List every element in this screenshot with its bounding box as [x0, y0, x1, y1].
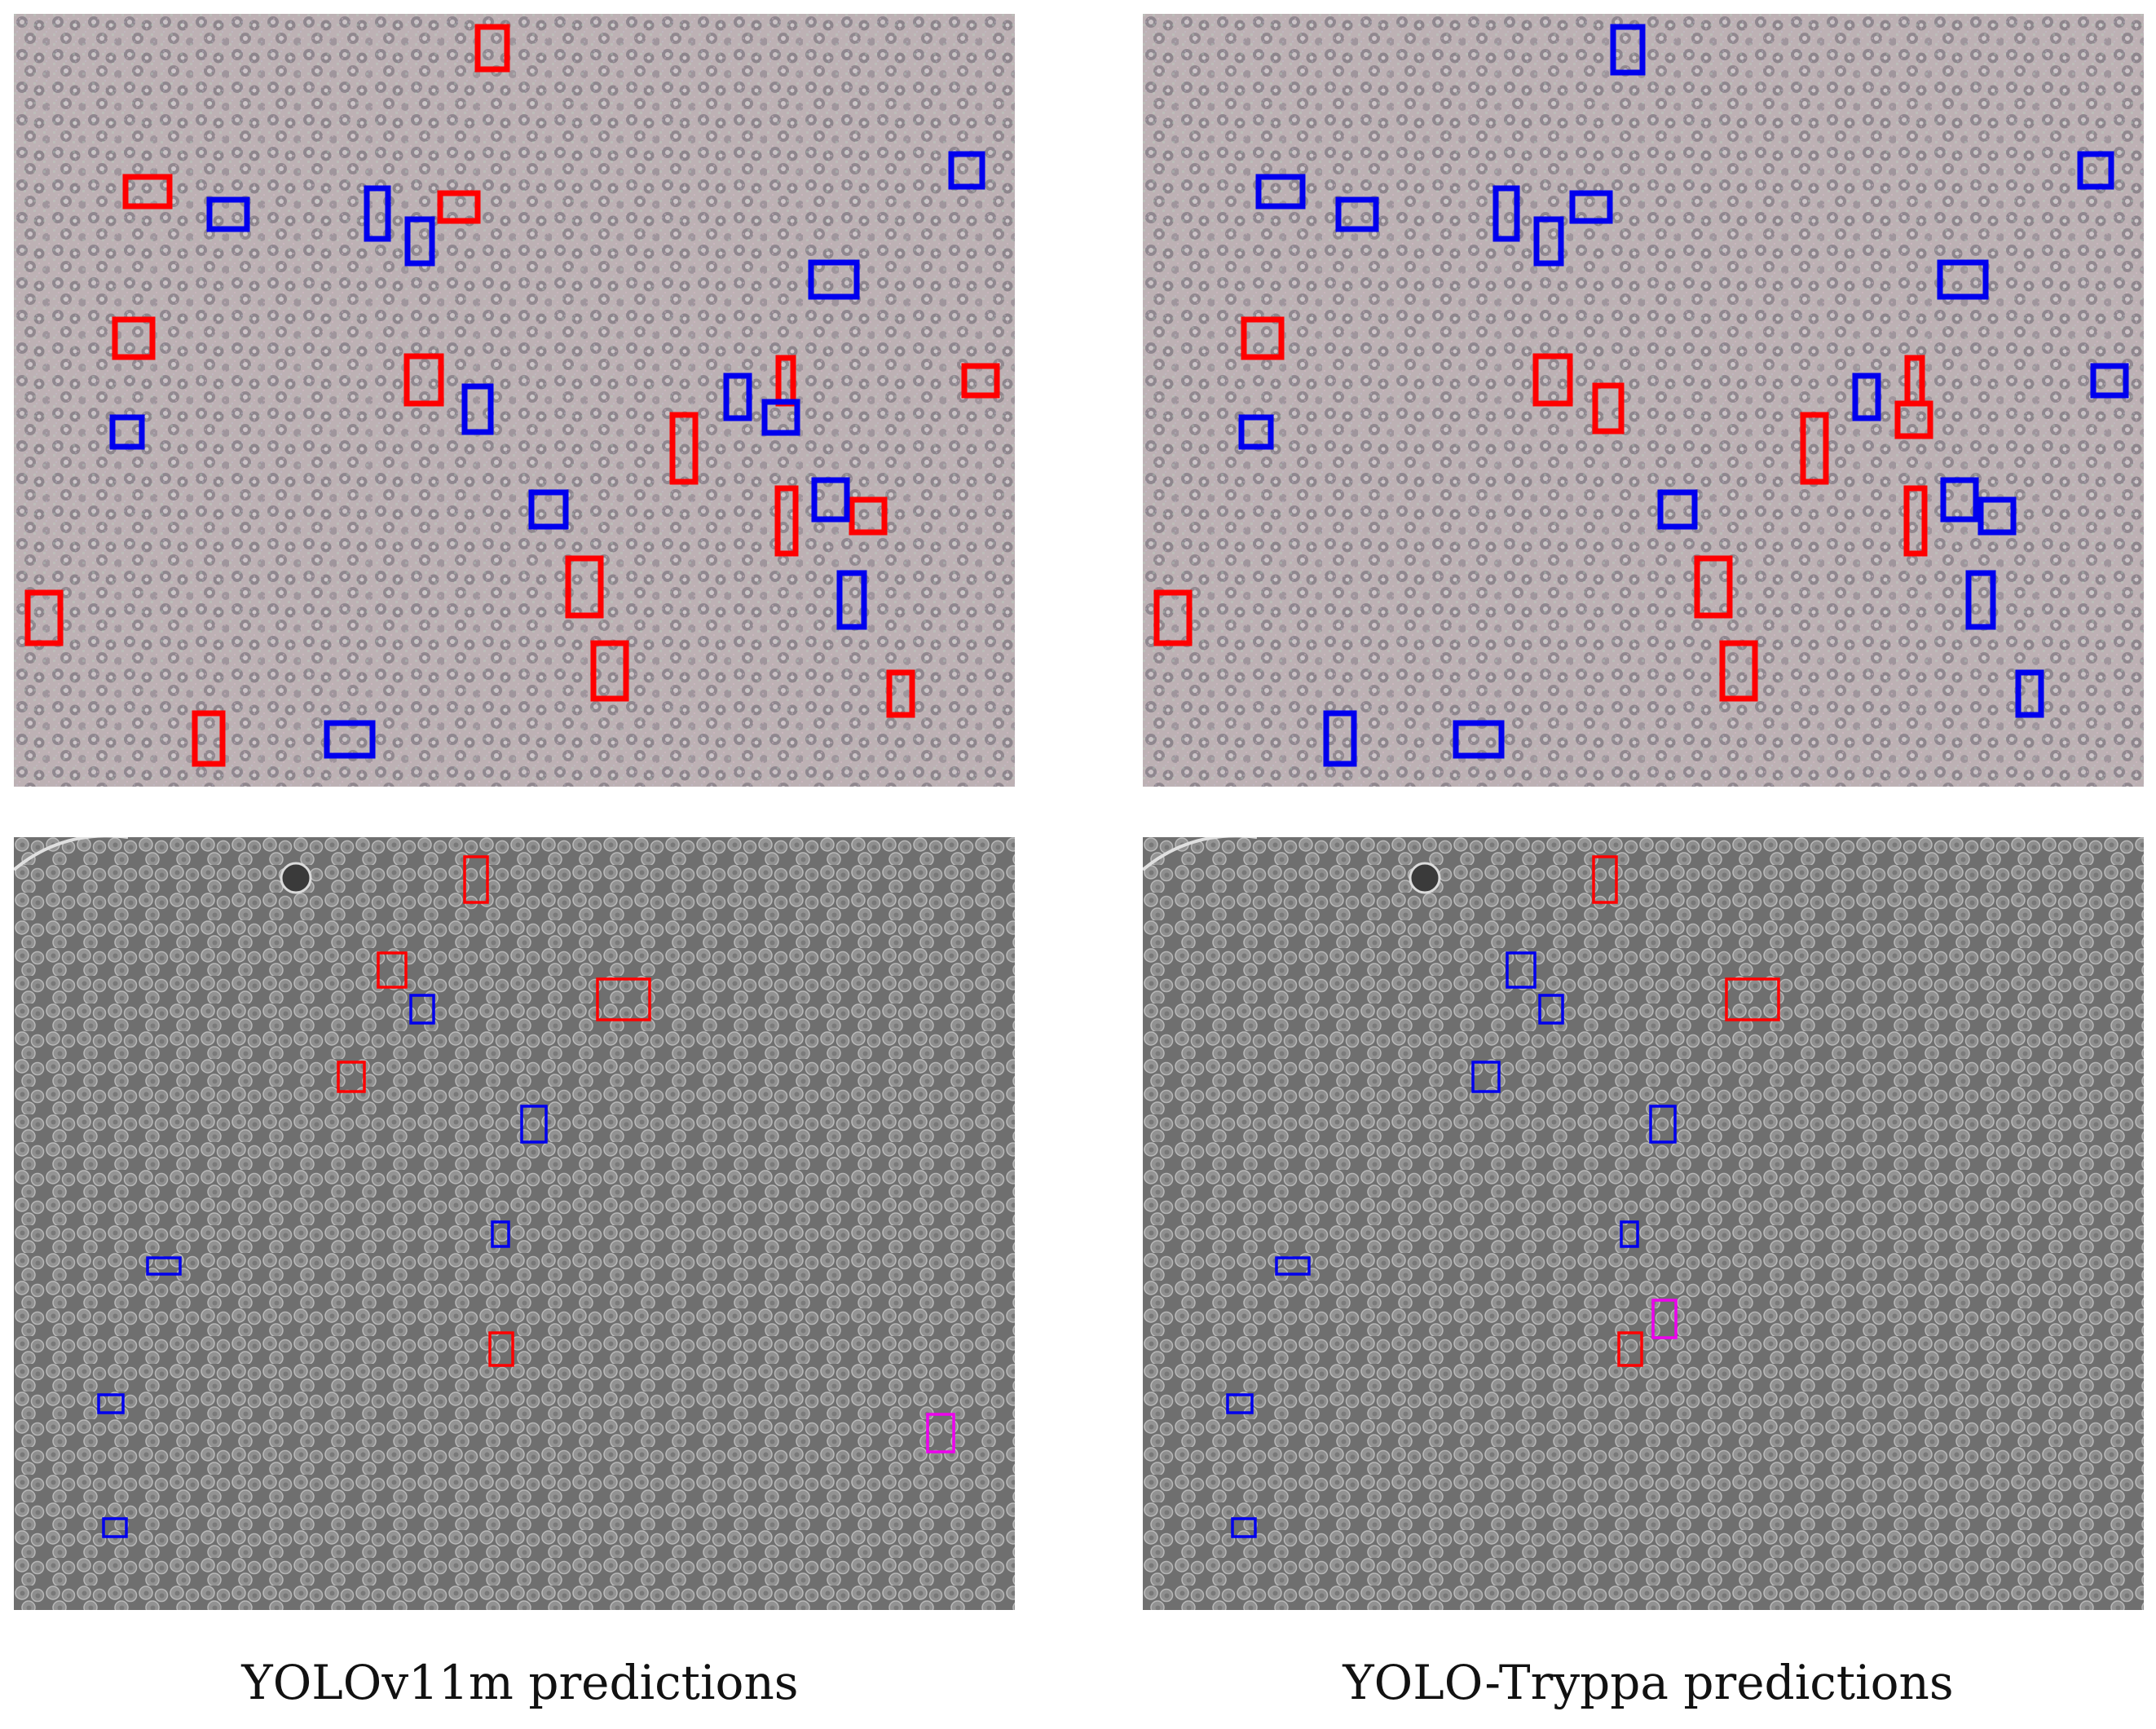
caption-yolov11m: YOLOv11m predictions [241, 1655, 799, 1710]
top-right-micrograph [1143, 14, 2144, 787]
top-left-micrograph [14, 14, 1015, 787]
caption-yolo-tryppa: YOLO-Tryppa predictions [1343, 1655, 1954, 1710]
bottom-left-micrograph [14, 837, 1015, 1610]
bottom-right-micrograph [1143, 837, 2144, 1610]
